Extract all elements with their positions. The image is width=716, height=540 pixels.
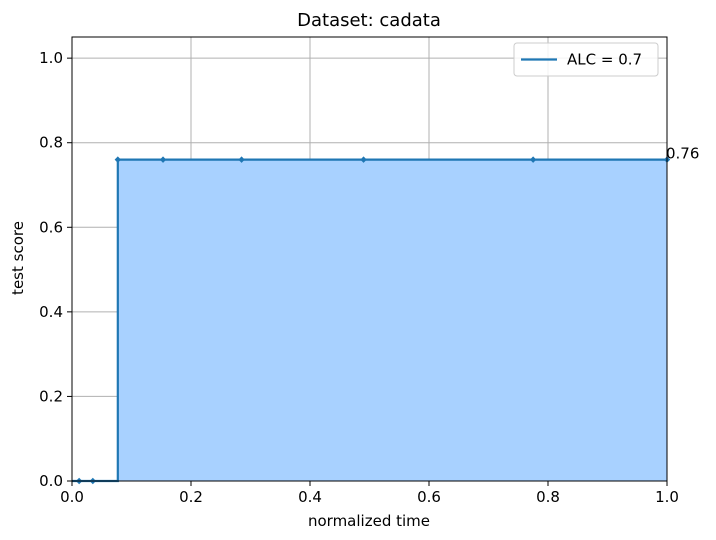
plot-frame — [71, 36, 668, 482]
x-tick-label-4: 0.8 — [536, 488, 560, 506]
y-tick-label-4: 0.8 — [39, 134, 63, 152]
legend-entry-label: ALC = 0.7 — [567, 51, 642, 69]
x-tick-label-0: 0.0 — [60, 488, 84, 506]
legend-box — [513, 42, 659, 77]
x-tick-label-1: 0.2 — [179, 488, 203, 506]
y-tick-label-0: 0.0 — [39, 472, 63, 490]
y-tick-label-1: 0.2 — [39, 387, 63, 405]
x-axis-ticks: 0.0 0.2 0.4 0.6 0.8 1.0 — [60, 481, 679, 506]
x-tick-label-5: 1.0 — [655, 488, 679, 506]
area-fill — [72, 159, 667, 481]
data-point-4 — [238, 156, 245, 163]
legend: ALC = 0.7 — [513, 42, 659, 77]
y-tick-label-3: 0.6 — [39, 218, 63, 236]
data-point-2 — [114, 156, 122, 163]
data-point-5 — [360, 156, 367, 163]
y-axis-label: test score — [9, 221, 27, 295]
x-tick-label-3: 0.6 — [417, 488, 441, 506]
chart-title: Dataset: cadata — [297, 10, 441, 31]
data-point-6 — [529, 156, 537, 163]
y-tick-label-2: 0.4 — [39, 303, 63, 321]
x-tick-label-2: 0.4 — [298, 488, 322, 506]
y-tick-label-5: 1.0 — [39, 49, 63, 67]
y-axis-ticks: 0.0 0.2 0.4 0.6 0.8 1.0 — [39, 49, 72, 490]
data-point-3 — [159, 156, 167, 163]
annotation-layer: 0.76 — [666, 145, 699, 163]
area-fill-layer — [72, 159, 667, 481]
x-axis-label: normalized time — [308, 512, 430, 530]
value-annotation: 0.76 — [666, 145, 699, 163]
